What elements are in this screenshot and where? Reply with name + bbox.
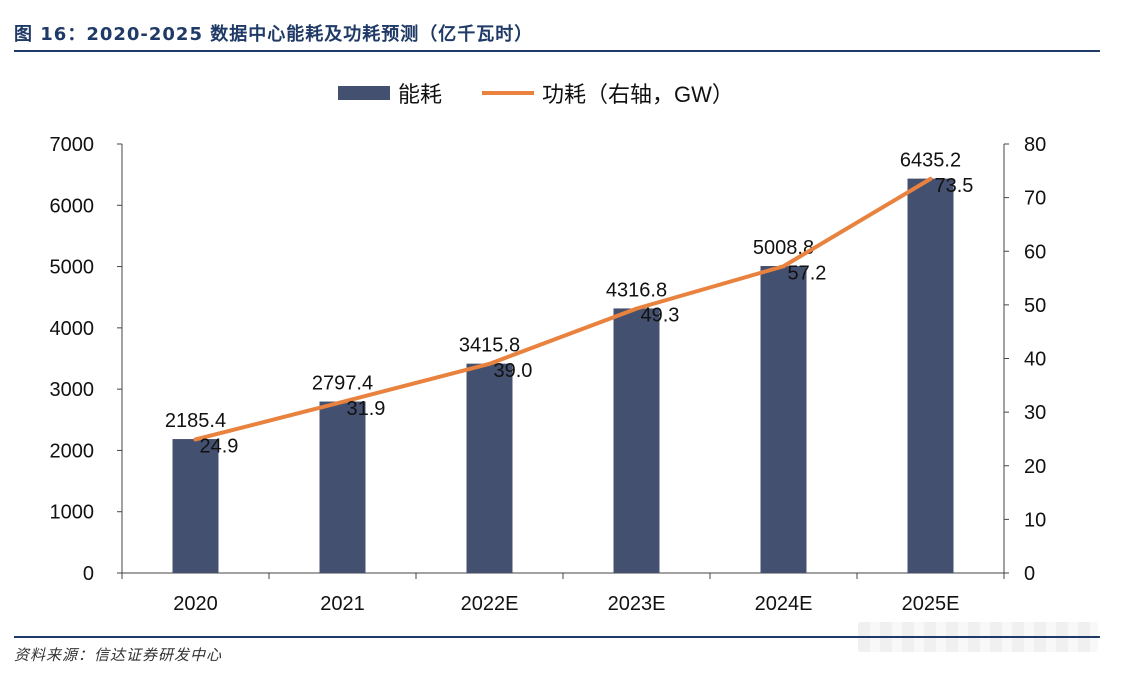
line-point: [929, 177, 932, 181]
legend-bar-label: 能耗: [398, 82, 442, 107]
source-divider: [14, 636, 1100, 638]
bar-value-label: 2797.4: [312, 373, 373, 395]
line-value-label: 57.2: [788, 262, 827, 284]
bar-value-label: 2185.4: [165, 410, 226, 432]
energy-power-chart: 能耗 功耗（右轴，GW） 0 1000 2000 3000 4000 5000 6000 7000…: [50, 82, 1047, 615]
x-tick-label: 2024E: [755, 593, 813, 615]
source-note: 资料来源：信达证券研发中心: [14, 646, 223, 664]
line-point: [194, 437, 197, 441]
bar-energy: [760, 266, 807, 573]
y-right-tick-label: 10: [1024, 509, 1046, 531]
bar-value-label: 5008.8: [753, 237, 814, 259]
line-value-label: 31.9: [347, 398, 386, 420]
figure-title: 图 16：2020-2025 数据中心能耗及功耗预测（亿千瓦时）: [14, 24, 534, 45]
y-left-tick-label: 0: [83, 563, 94, 585]
bar-value-label: 4316.8: [606, 279, 667, 301]
y-left-tick-label: 4000: [50, 318, 95, 340]
line-point: [488, 362, 491, 366]
title-divider: [14, 50, 1100, 52]
x-tick-label: 2021: [320, 593, 365, 615]
bar-energy: [907, 178, 954, 573]
legend-line-label: 功耗（右轴，GW）: [542, 82, 734, 107]
y-right-tick-label: 20: [1024, 456, 1046, 478]
y-right-tick-label: 50: [1024, 295, 1046, 317]
y-right-tick-label: 80: [1024, 134, 1046, 156]
line-value-label: 73.5: [935, 175, 974, 197]
line-point: [635, 307, 638, 311]
line-point: [341, 400, 344, 404]
x-tick-label: 2020: [173, 593, 218, 615]
line-value-label: 24.9: [200, 435, 239, 457]
bar-energy: [466, 363, 513, 573]
y-right-tick-label: 70: [1024, 188, 1046, 210]
y-right-tick-label: 30: [1024, 402, 1046, 424]
x-tick-label: 2022E: [461, 593, 519, 615]
line-point: [782, 264, 785, 268]
y-left-tick-label: 5000: [50, 257, 95, 279]
line-value-label: 39.0: [494, 360, 533, 382]
legend-bar-swatch: [338, 86, 390, 100]
y-left-tick-label: 7000: [50, 134, 95, 156]
y-left-tick-label: 1000: [50, 502, 95, 524]
y-right-tick-label: 0: [1024, 563, 1035, 585]
bar-energy: [613, 308, 660, 573]
line-value-label: 49.3: [641, 305, 680, 327]
y-left-tick-label: 3000: [50, 379, 95, 401]
y-left-tick-label: 2000: [50, 440, 95, 462]
x-tick-label: 2023E: [608, 593, 666, 615]
bar-value-label: 3415.8: [459, 335, 520, 357]
bar-value-label: 6435.2: [900, 150, 961, 172]
bar-energy: [172, 439, 219, 573]
x-tick-label: 2025E: [902, 593, 960, 615]
line-power: [193, 176, 933, 442]
y-right-tick-label: 60: [1024, 241, 1046, 263]
bar-energy: [319, 401, 366, 573]
y-right-tick-label: 40: [1024, 349, 1046, 371]
y-left-tick-label: 6000: [50, 195, 95, 217]
